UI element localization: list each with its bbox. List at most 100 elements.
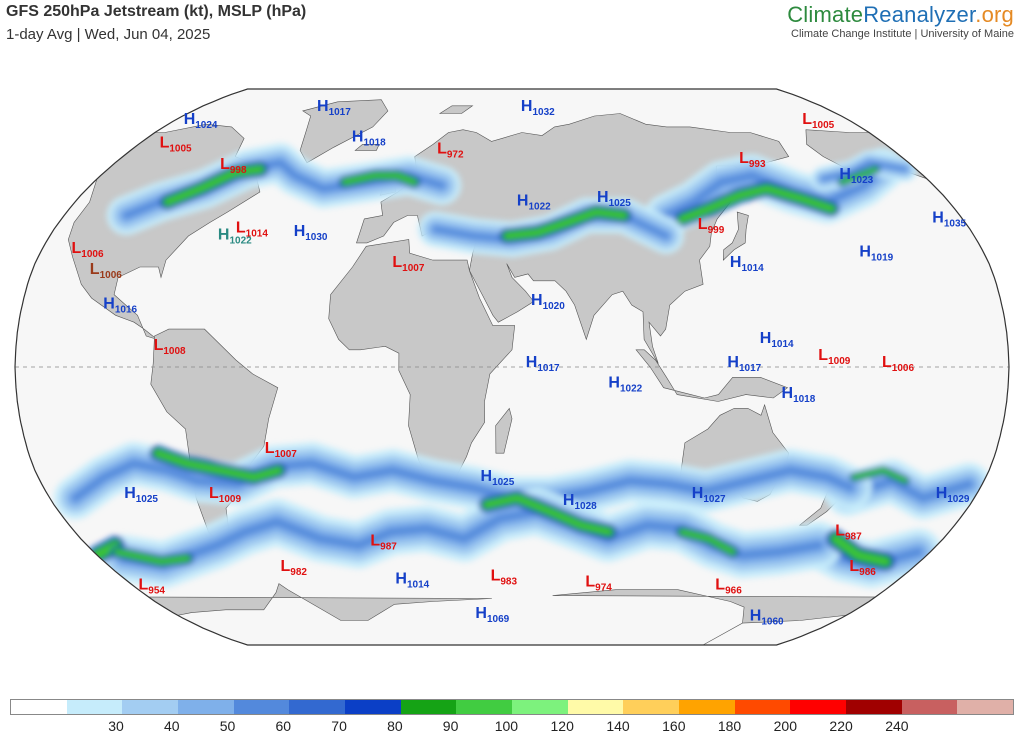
pressure-center-value: 1005 bbox=[812, 120, 835, 131]
pressure-center-value: 1014 bbox=[246, 229, 269, 240]
pressure-center-letter: H bbox=[124, 485, 136, 502]
pressure-center-letter: L bbox=[882, 354, 892, 371]
pressure-center-letter: H bbox=[730, 254, 742, 271]
legend-tick-label: 50 bbox=[219, 718, 236, 734]
legend-tick-label: 180 bbox=[717, 718, 742, 734]
pressure-center-letter: H bbox=[475, 605, 487, 622]
low-pressure-center: L966 bbox=[715, 577, 742, 597]
pressure-center-value: 1005 bbox=[169, 143, 192, 154]
pressure-center-letter: H bbox=[352, 128, 364, 145]
low-pressure-center: L1006 bbox=[90, 261, 122, 281]
pressure-center-value: 1029 bbox=[947, 494, 970, 505]
legend-swatch bbox=[790, 700, 847, 714]
legend-tick-label: 30 bbox=[108, 718, 124, 734]
high-pressure-center: H1022 bbox=[517, 192, 551, 212]
pressure-center-value: 982 bbox=[290, 567, 307, 578]
jet-band-6-2 bbox=[342, 173, 417, 185]
pressure-center-value: 972 bbox=[447, 150, 464, 161]
high-pressure-center: H1017 bbox=[727, 354, 761, 374]
pressure-center-value: 987 bbox=[380, 541, 397, 552]
pressure-center-letter: H bbox=[218, 227, 230, 244]
map-title: GFS 250hPa Jetstream (kt), MSLP (hPa) bbox=[6, 3, 307, 20]
high-pressure-center: H1020 bbox=[531, 292, 565, 312]
pressure-center-value: 1006 bbox=[892, 363, 915, 374]
pressure-center-value: 987 bbox=[845, 531, 862, 542]
pressure-center-value: 1019 bbox=[871, 253, 894, 264]
pressure-center-letter: H bbox=[184, 111, 196, 128]
high-pressure-center: H1060 bbox=[750, 608, 784, 628]
high-pressure-center: H1024 bbox=[184, 111, 218, 131]
pressure-center-letter: L bbox=[90, 261, 100, 278]
legend-swatch bbox=[846, 700, 902, 714]
pressure-center-value: 1016 bbox=[115, 304, 138, 315]
low-pressure-center: L974 bbox=[585, 574, 612, 594]
pressure-center-value: 1023 bbox=[851, 175, 874, 186]
land-africa bbox=[328, 239, 516, 489]
legend-tick-label: 240 bbox=[885, 718, 909, 734]
pressure-center-letter: L bbox=[849, 558, 859, 575]
jet-band-14-2 bbox=[114, 549, 190, 564]
pressure-center-letter: L bbox=[698, 216, 708, 233]
low-pressure-center: L1007 bbox=[265, 440, 297, 460]
pressure-center-value: 1017 bbox=[537, 363, 560, 374]
high-pressure-center: H1014 bbox=[395, 571, 429, 591]
high-pressure-center: H1035 bbox=[932, 209, 966, 229]
high-pressure-center: H1014 bbox=[730, 254, 764, 274]
pressure-center-value: 1007 bbox=[402, 263, 425, 274]
pressure-center-letter: L bbox=[160, 134, 170, 151]
brand-name: ClimateReanalyzer.org bbox=[787, 2, 1014, 28]
low-pressure-center: L1007 bbox=[392, 254, 424, 274]
jet-band-15-2 bbox=[679, 529, 736, 555]
high-pressure-center: H1029 bbox=[936, 485, 970, 505]
legend-swatch bbox=[122, 700, 179, 714]
legend-swatch bbox=[567, 700, 624, 714]
legend-tick-label: 200 bbox=[773, 718, 797, 734]
pressure-center-letter: H bbox=[481, 468, 493, 485]
pressure-center-letter: L bbox=[818, 347, 828, 364]
pressure-center-letter: H bbox=[294, 223, 306, 240]
pressure-center-letter: L bbox=[835, 522, 845, 539]
low-pressure-center: L1005 bbox=[160, 134, 192, 154]
pressure-center-value: 1025 bbox=[492, 477, 515, 488]
pressure-center-value: 1008 bbox=[163, 346, 186, 357]
low-pressure-center: L972 bbox=[437, 141, 464, 161]
pressure-center-letter: L bbox=[370, 532, 380, 549]
low-pressure-center: L987 bbox=[835, 522, 862, 542]
high-pressure-center: H1028 bbox=[563, 492, 597, 512]
low-pressure-center: L954 bbox=[139, 577, 166, 597]
pressure-center-value: 966 bbox=[725, 586, 742, 597]
legend-swatch bbox=[957, 700, 1014, 714]
high-pressure-center: H1030 bbox=[294, 223, 328, 243]
legend-tick-label: 70 bbox=[331, 718, 347, 734]
legend-swatch bbox=[66, 700, 123, 714]
pressure-center-value: 1009 bbox=[828, 356, 851, 367]
legend-tick-label: 90 bbox=[442, 718, 459, 734]
high-pressure-center: H1025 bbox=[481, 468, 515, 488]
globe-outline bbox=[14, 88, 1010, 646]
brand-logo[interactable]: ClimateReanalyzer.org Climate Change Ins… bbox=[787, 2, 1014, 40]
low-pressure-center: L1005 bbox=[802, 111, 834, 131]
pressure-center-value: 998 bbox=[230, 165, 247, 176]
pressure-center-letter: H bbox=[936, 485, 948, 502]
pressure-center-letter: H bbox=[531, 292, 543, 309]
low-pressure-center: L982 bbox=[281, 558, 308, 578]
pressure-center-letter: L bbox=[715, 577, 725, 594]
pressure-center-letter: L bbox=[802, 111, 812, 128]
pressure-center-value: 1014 bbox=[407, 580, 430, 591]
map-subtitle: 1-day Avg | Wed, Jun 04, 2025 bbox=[6, 26, 211, 43]
pressure-center-letter: H bbox=[750, 608, 762, 625]
pressure-center-letter: H bbox=[859, 244, 871, 261]
legend-swatch bbox=[233, 700, 290, 714]
pressure-center-value: 1069 bbox=[487, 614, 510, 625]
pressure-center-value: 954 bbox=[148, 586, 165, 597]
pressure-center-letter: L bbox=[739, 150, 749, 167]
legend-tick-label: 120 bbox=[550, 718, 574, 734]
pressure-center-letter: L bbox=[265, 440, 275, 457]
high-pressure-center: H1027 bbox=[692, 485, 726, 505]
pressure-center-value: 986 bbox=[859, 567, 876, 578]
low-pressure-center: L993 bbox=[739, 150, 766, 170]
legend-swatch bbox=[734, 700, 791, 714]
brand-part-climate: Climate bbox=[787, 2, 864, 27]
pressure-center-value: 1014 bbox=[771, 339, 794, 350]
